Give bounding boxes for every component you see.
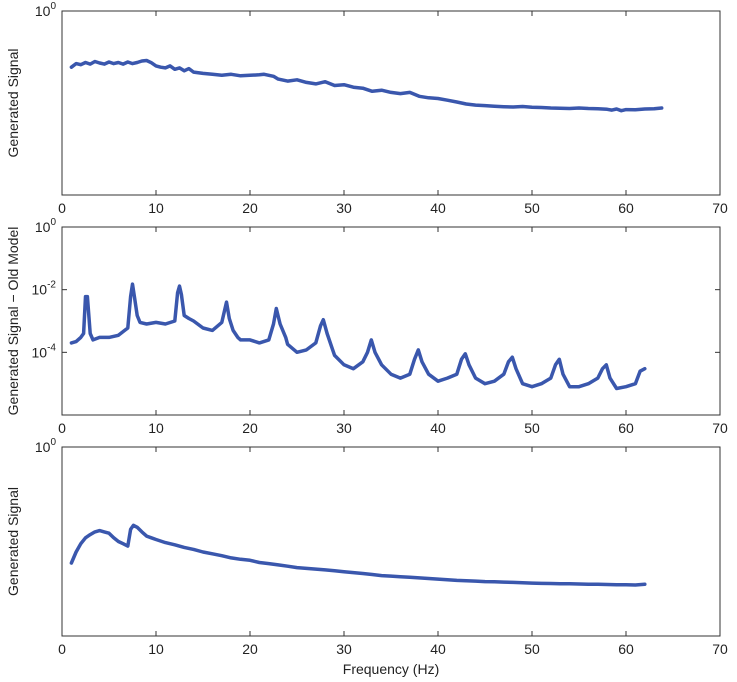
axes-frame — [61, 446, 721, 637]
x-tick-label: 70 — [712, 200, 728, 216]
x-tick-label: 40 — [430, 641, 446, 657]
x-tick-label: 10 — [148, 420, 164, 436]
y-tick-label: 100 — [35, 1, 57, 19]
x-tick-label: 10 — [148, 641, 164, 657]
y-tick-base: 10 — [35, 3, 51, 19]
y-axis-label: Generated Signal — [5, 487, 21, 596]
y-tick-exponent: 0 — [50, 437, 56, 448]
x-tick-label: 30 — [336, 200, 352, 216]
x-tick-label: 50 — [524, 641, 540, 657]
y-tick-base: 10 — [32, 344, 48, 360]
y-tick-label: 10-2 — [32, 280, 57, 298]
x-tick-label: 60 — [618, 200, 634, 216]
x-tick-label: 10 — [148, 200, 164, 216]
y-tick-exponent: 0 — [50, 1, 56, 12]
x-tick-label: 70 — [712, 420, 728, 436]
y-tick-exponent: 0 — [50, 217, 56, 228]
series-line-0 — [69, 523, 647, 587]
y-axis-label: Generated Signal − Old Model — [5, 227, 21, 416]
y-axis-label: Generated Signal — [5, 49, 21, 158]
x-tick-label: 60 — [618, 641, 634, 657]
y-tick-exponent: -2 — [47, 280, 56, 291]
y-tick-base: 10 — [35, 439, 51, 455]
y-tick-exponent: -4 — [47, 342, 56, 353]
series-line-0 — [69, 282, 647, 391]
series-line-0 — [69, 58, 664, 113]
x-tick-label: 40 — [430, 420, 446, 436]
x-tick-label: 50 — [524, 200, 540, 216]
x-tick-label: 0 — [58, 641, 66, 657]
x-tick-label: 30 — [336, 641, 352, 657]
x-tick-label: 50 — [524, 420, 540, 436]
x-tick-label: 20 — [242, 200, 258, 216]
y-tick-label: 10-4 — [32, 342, 57, 360]
x-tick-label: 40 — [430, 200, 446, 216]
y-tick-base: 10 — [32, 282, 48, 298]
x-axis-label: Frequency (Hz) — [343, 661, 439, 677]
x-tick-label: 60 — [618, 420, 634, 436]
x-tick-label: 20 — [242, 641, 258, 657]
x-tick-label: 0 — [58, 200, 66, 216]
x-tick-label: 0 — [58, 420, 66, 436]
y-tick-label: 100 — [35, 437, 57, 455]
x-tick-label: 20 — [242, 420, 258, 436]
y-tick-base: 10 — [35, 219, 51, 235]
y-tick-label: 100 — [35, 217, 57, 235]
axes-frame — [61, 10, 721, 196]
x-tick-label: 30 — [336, 420, 352, 436]
axes-frame — [61, 226, 721, 416]
x-tick-label: 70 — [712, 641, 728, 657]
